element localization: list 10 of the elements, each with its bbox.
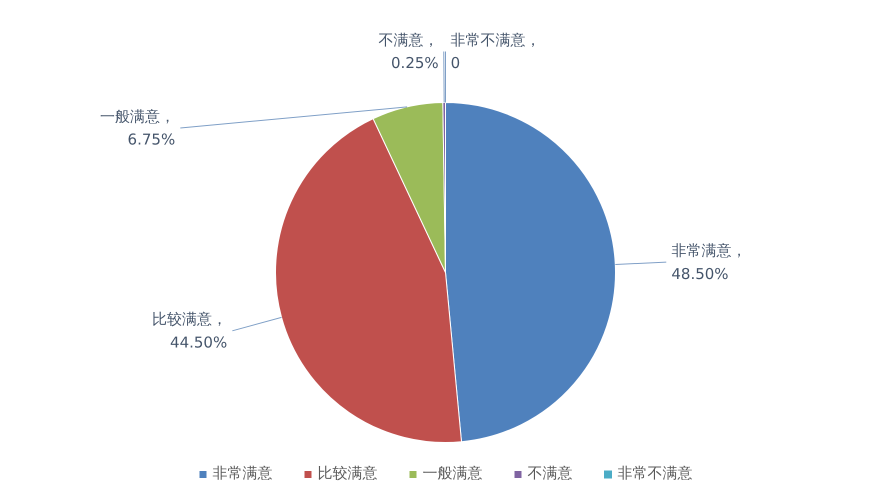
- legend-label: 比较满意: [318, 464, 378, 483]
- text: 非常不满意，0: [450, 30, 541, 72]
- data-label: 一般满意，6.75%: [100, 107, 176, 149]
- data-label: 不满意，0.25%: [378, 30, 439, 72]
- legend-label: 不满意: [528, 464, 572, 483]
- legend-label: 非常满意: [212, 464, 272, 483]
- legend-label: 非常不满意: [618, 464, 692, 483]
- data-label: 比较满意，44.50%: [152, 310, 228, 352]
- legend-label: 一般满意: [422, 464, 482, 483]
- data-label: 非常满意，48.50%: [671, 241, 746, 283]
